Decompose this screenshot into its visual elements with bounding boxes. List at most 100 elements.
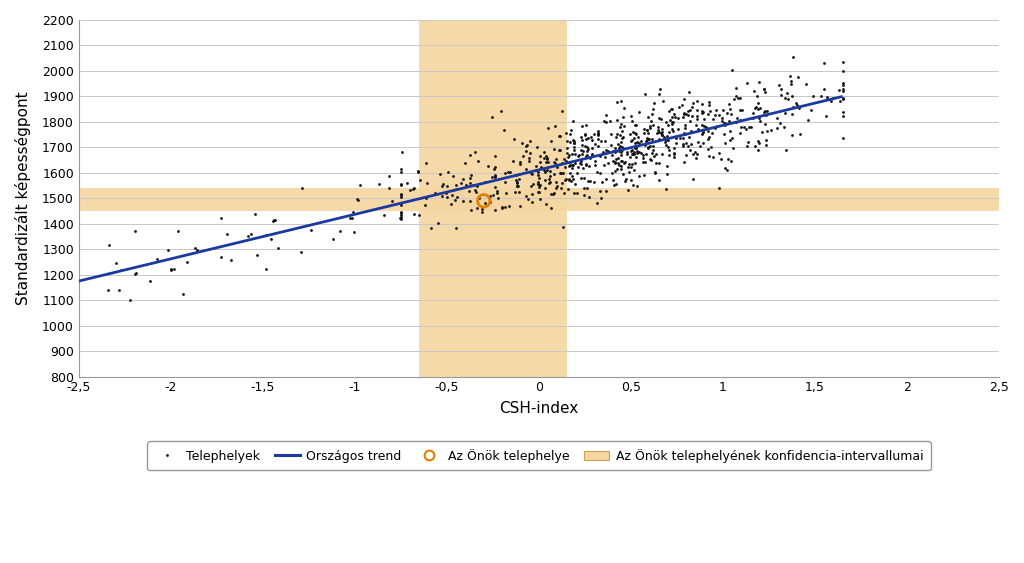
Point: [635, 151, 651, 160]
Point: [435, 179, 452, 188]
Point: [713, 155, 729, 164]
Point: [689, 106, 706, 115]
Point: [552, 146, 568, 155]
Point: [625, 181, 641, 190]
Point: [527, 166, 544, 175]
Point: [558, 144, 574, 153]
Point: [604, 157, 621, 166]
Point: [610, 158, 627, 167]
Point: [635, 158, 651, 167]
Point: [655, 132, 672, 141]
Point: [417, 200, 433, 209]
Point: [536, 153, 552, 162]
Point: [651, 114, 668, 123]
Point: [248, 251, 264, 260]
Point: [464, 181, 480, 190]
Point: [545, 190, 561, 199]
Point: [651, 158, 668, 167]
Point: [785, 103, 802, 112]
Point: [835, 87, 851, 96]
Point: [462, 179, 478, 188]
Point: [547, 121, 563, 130]
Point: [751, 113, 767, 122]
Point: [631, 171, 647, 180]
Point: [575, 173, 592, 182]
Point: [759, 127, 775, 136]
Point: [411, 166, 427, 175]
Point: [562, 160, 579, 169]
Point: [732, 128, 749, 137]
Point: [614, 132, 631, 141]
Point: [446, 196, 463, 205]
Point: [444, 171, 461, 180]
Point: [518, 141, 535, 150]
Point: [800, 115, 816, 124]
Point: [610, 160, 627, 169]
Point: [442, 200, 459, 209]
Point: [675, 112, 691, 121]
Point: [671, 102, 687, 111]
Point: [422, 224, 438, 233]
Point: [553, 159, 569, 168]
Point: [658, 162, 675, 171]
Point: [531, 180, 548, 189]
Point: [699, 126, 716, 135]
Point: [626, 165, 642, 174]
Point: [653, 130, 670, 139]
Point: [725, 144, 741, 153]
Point: [393, 214, 410, 223]
Point: [564, 163, 581, 172]
Point: [506, 134, 522, 143]
Point: [621, 167, 637, 176]
Point: [486, 182, 503, 191]
Point: [662, 128, 678, 137]
Point: [401, 186, 418, 195]
Point: [623, 176, 639, 185]
Point: [639, 126, 655, 135]
Point: [721, 100, 737, 109]
Point: [548, 183, 564, 192]
Point: [799, 79, 815, 88]
Point: [590, 128, 606, 137]
Point: [565, 174, 582, 183]
Point: [475, 196, 492, 205]
Point: [609, 165, 626, 174]
Point: [393, 181, 410, 190]
Point: [625, 159, 641, 168]
Point: [467, 147, 483, 156]
Point: [643, 155, 659, 164]
Point: [608, 132, 625, 141]
Point: [638, 135, 654, 144]
Point: [557, 176, 573, 185]
Point: [657, 137, 674, 146]
Point: [511, 187, 527, 196]
Point: [166, 265, 182, 274]
Point: [682, 105, 698, 114]
Point: [610, 139, 627, 148]
Point: [575, 184, 592, 193]
Point: [628, 120, 644, 129]
Point: [529, 168, 546, 177]
Point: [681, 87, 697, 96]
Point: [741, 123, 758, 132]
Point: [418, 194, 434, 203]
Point: [772, 84, 788, 93]
Point: [562, 126, 579, 135]
Point: [383, 196, 399, 205]
Point: [643, 117, 659, 126]
Point: [711, 149, 727, 158]
Point: [699, 134, 716, 143]
Point: [512, 202, 528, 211]
Point: [654, 125, 671, 134]
Point: [392, 214, 409, 223]
Point: [607, 158, 624, 167]
Point: [631, 108, 647, 117]
Point: [608, 129, 625, 138]
Point: [662, 115, 678, 124]
Point: [554, 168, 570, 177]
Point: [489, 194, 506, 203]
Point: [835, 81, 851, 90]
Point: [640, 143, 656, 152]
Point: [613, 161, 630, 170]
Point: [613, 148, 630, 157]
